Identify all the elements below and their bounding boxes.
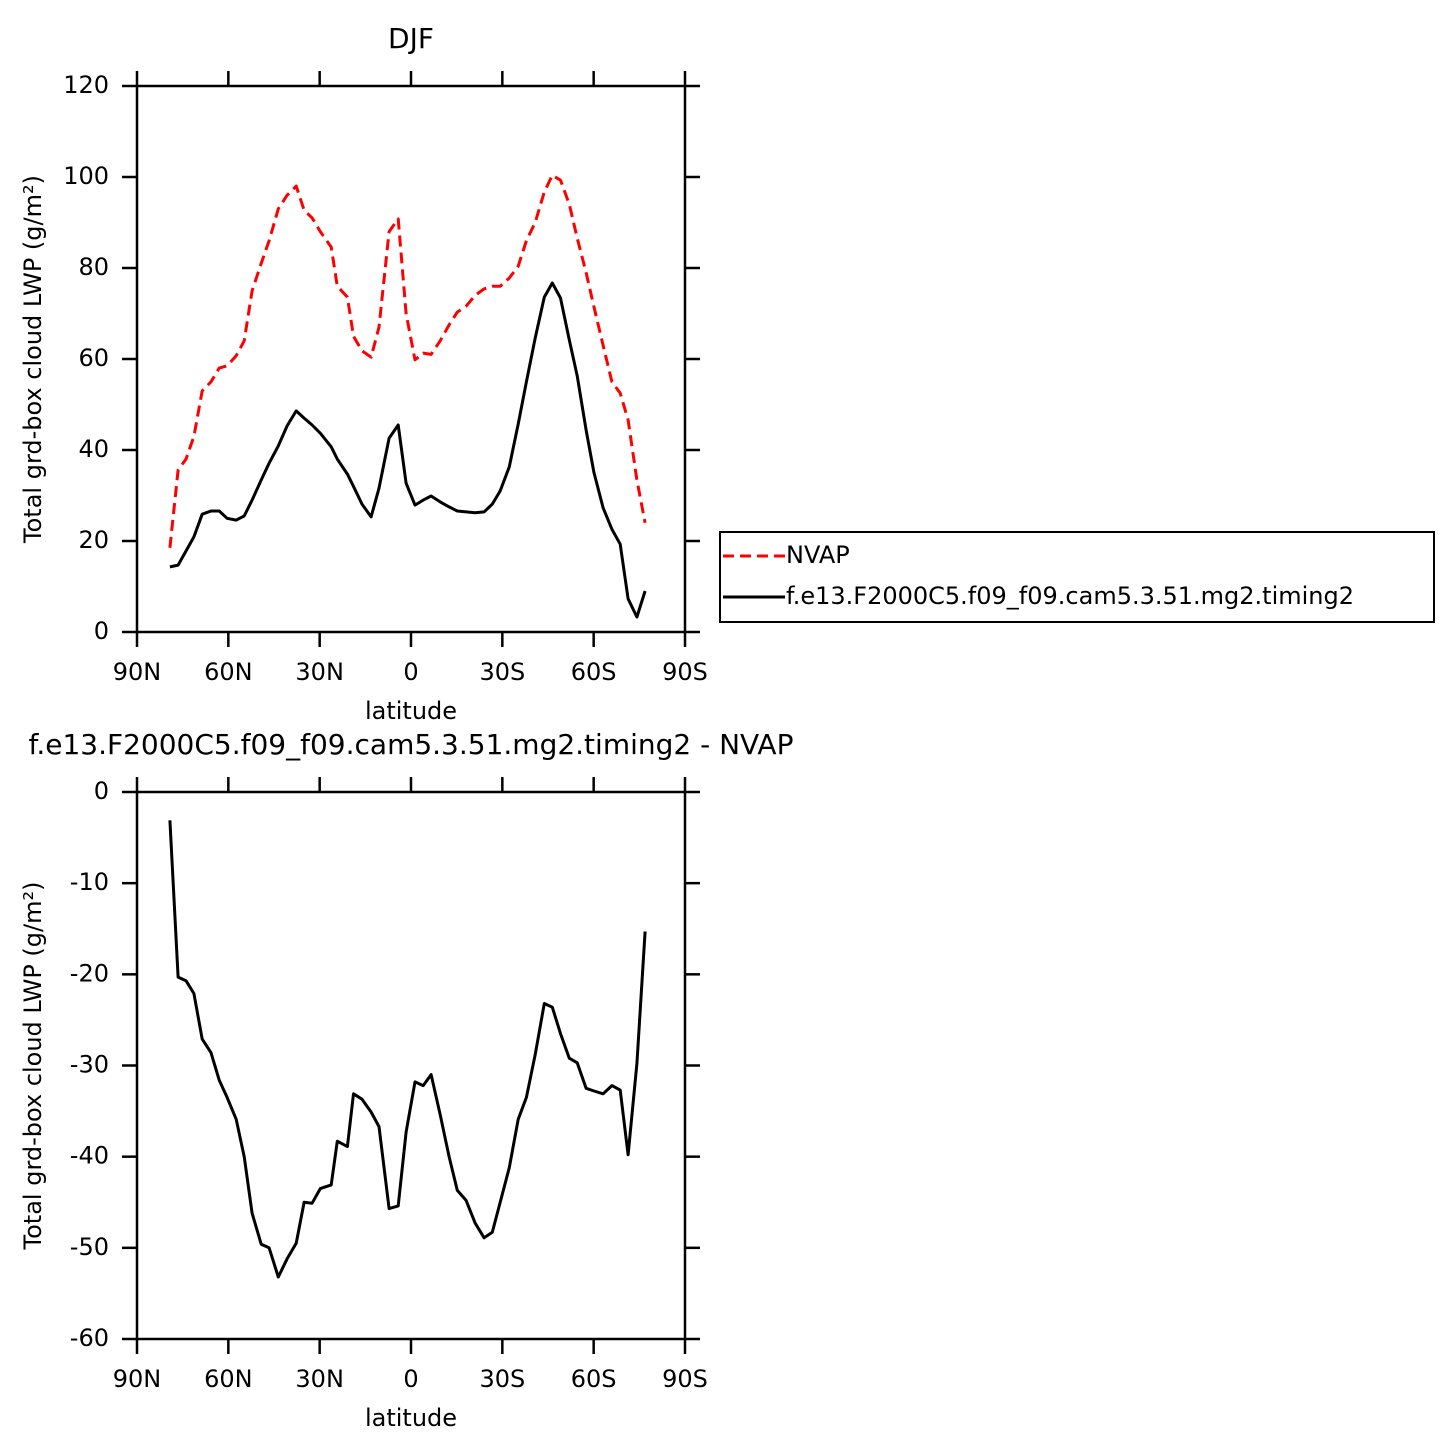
x-tick-label: 0	[403, 658, 418, 686]
data-line	[168, 820, 647, 1279]
x-axis-label: latitude	[365, 1404, 457, 1432]
chart-title: DJF	[388, 22, 434, 55]
x-tick-label: 90N	[113, 1365, 162, 1393]
y-tick-label: -60	[70, 1324, 109, 1352]
data-line	[169, 281, 647, 619]
plot-frame	[135, 790, 687, 1341]
y-tick-label: -40	[70, 1142, 109, 1170]
x-tick-label: 0	[403, 1365, 418, 1393]
chart-title: f.e13.F2000C5.f09_f09.cam5.3.51.mg2.timi…	[29, 728, 794, 761]
x-axis-label: latitude	[365, 697, 457, 725]
y-axis-label: Total grd-box cloud LWP (g/m²)	[19, 882, 47, 1251]
x-tick-label: 90N	[113, 658, 162, 686]
y-tick-label: 40	[78, 435, 109, 463]
y-tick-label: 0	[94, 617, 109, 645]
x-tick-label: 90S	[662, 658, 708, 686]
y-tick-label: 0	[94, 777, 109, 805]
x-tick-label: 30S	[479, 658, 525, 686]
x-tick-label: 60N	[204, 658, 253, 686]
y-tick-label: -30	[70, 1051, 109, 1079]
y-tick-label: 100	[63, 162, 109, 190]
x-tick-label: 30N	[295, 1365, 344, 1393]
legend-label: NVAP	[786, 541, 850, 569]
y-axis-label: Total grd-box cloud LWP (g/m²)	[19, 175, 47, 544]
legend-label: f.e13.F2000C5.f09_f09.cam5.3.51.mg2.timi…	[786, 582, 1354, 610]
y-tick-label: -50	[70, 1233, 109, 1261]
x-tick-label: 60S	[571, 658, 617, 686]
x-tick-label: 90S	[662, 1365, 708, 1393]
y-tick-label: 80	[78, 253, 109, 281]
x-tick-label: 60S	[571, 1365, 617, 1393]
y-tick-label: -20	[70, 959, 109, 987]
y-tick-label: 60	[78, 344, 109, 372]
plot-frame	[135, 84, 687, 634]
y-tick-label: 120	[63, 71, 109, 99]
legend-box	[719, 531, 1435, 623]
x-tick-label: 30N	[295, 658, 344, 686]
x-tick-label: 60N	[204, 1365, 253, 1393]
data-line	[168, 173, 647, 548]
x-tick-label: 30S	[479, 1365, 525, 1393]
y-tick-label: 20	[78, 526, 109, 554]
y-tick-label: -10	[70, 868, 109, 896]
